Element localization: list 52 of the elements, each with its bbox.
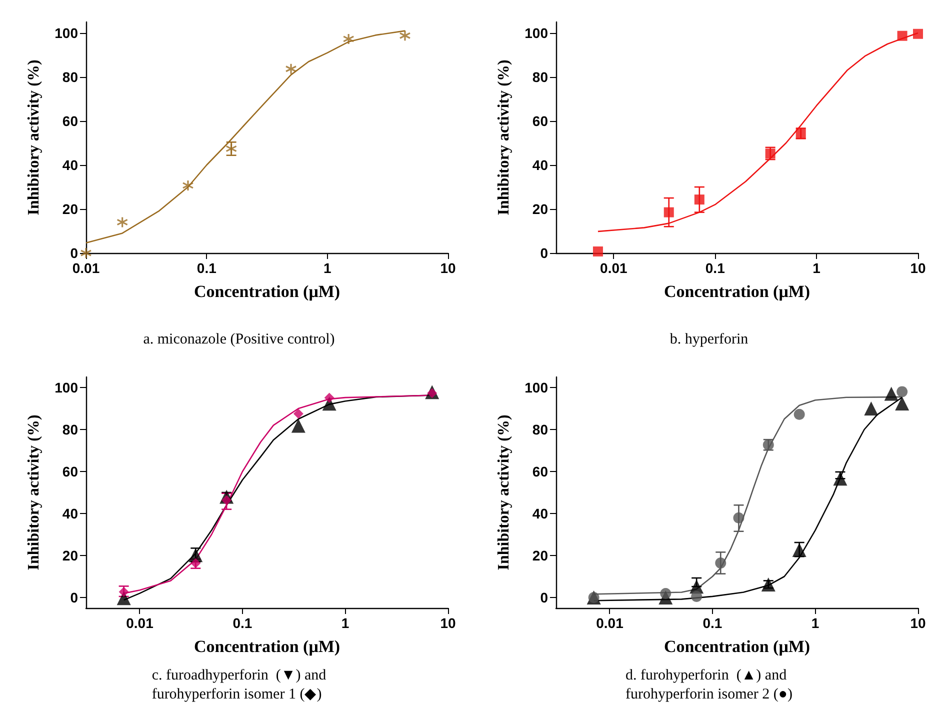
y-tick-label: 20 xyxy=(62,548,78,564)
x-axis-title: Concentration (μM) xyxy=(194,637,340,656)
y-tick-label: 100 xyxy=(524,380,548,396)
x-axis-title: Concentration (μM) xyxy=(664,282,810,301)
y-tick-label: 60 xyxy=(62,113,78,129)
text: d. furohyperforin (▲) and furohyperforin isomer 2 (●) xyxy=(626,668,792,702)
y-tick-label: 80 xyxy=(62,69,78,85)
y-axis-title: Inhibitory activity (%) xyxy=(496,414,512,570)
x-tick-label: 10 xyxy=(910,615,926,631)
x-tick-label: 0.1 xyxy=(196,260,217,276)
y-tick-label: 40 xyxy=(62,506,78,522)
text: b. hyperforin xyxy=(670,332,749,348)
x-tick-label: 1 xyxy=(341,615,350,631)
y-tick-label: 20 xyxy=(532,201,548,217)
x-tick-label: 1 xyxy=(812,260,821,276)
text: c. furoadhyperforin (▼) and furohyperforin isomer 1 (◆) xyxy=(152,668,327,702)
y-tick-label: 60 xyxy=(532,113,548,129)
y-tick-label: 80 xyxy=(532,422,548,438)
x-tick-label: 0.01 xyxy=(596,615,624,631)
text: a. miconazole (Positive control) xyxy=(143,332,335,348)
y-tick-label: 100 xyxy=(54,25,78,41)
x-tick-label: 0.01 xyxy=(126,615,154,631)
x-tick-label: 10 xyxy=(440,260,456,276)
x-tick-label: 1 xyxy=(323,260,332,276)
x-tick-label: 0.1 xyxy=(702,615,722,631)
x-tick-label: 10 xyxy=(910,260,926,276)
y-tick-label: 0 xyxy=(70,245,78,261)
x-tick-label: 1 xyxy=(811,615,820,631)
y-tick-label: 0 xyxy=(540,590,548,606)
y-tick-label: 60 xyxy=(62,464,78,480)
y-tick-label: 80 xyxy=(62,422,78,438)
y-tick-label: 40 xyxy=(532,506,548,522)
y-tick-label: 0 xyxy=(540,245,548,261)
y-tick-label: 100 xyxy=(524,25,548,41)
x-tick-label: 0.01 xyxy=(600,260,628,276)
y-tick-label: 40 xyxy=(62,157,78,173)
y-axis-title: Inhibitory activity (%) xyxy=(26,60,42,216)
x-axis-title: Concentration (μM) xyxy=(664,637,810,656)
y-tick-label: 60 xyxy=(532,464,548,480)
x-tick-label: 0.01 xyxy=(72,260,100,276)
y-tick-label: 40 xyxy=(532,157,548,173)
y-tick-label: 20 xyxy=(532,548,548,564)
y-axis-title: Inhibitory activity (%) xyxy=(26,414,42,570)
y-tick-label: 80 xyxy=(532,69,548,85)
x-tick-label: 10 xyxy=(440,615,456,631)
x-axis-title: Concentration (μM) xyxy=(194,282,340,301)
y-axis-title: Inhibitory activity (%) xyxy=(496,60,512,216)
y-tick-label: 20 xyxy=(62,201,78,217)
x-tick-label: 0.1 xyxy=(232,615,252,631)
x-tick-label: 0.1 xyxy=(705,260,726,276)
y-tick-label: 100 xyxy=(54,380,78,396)
y-tick-label: 0 xyxy=(70,590,78,606)
